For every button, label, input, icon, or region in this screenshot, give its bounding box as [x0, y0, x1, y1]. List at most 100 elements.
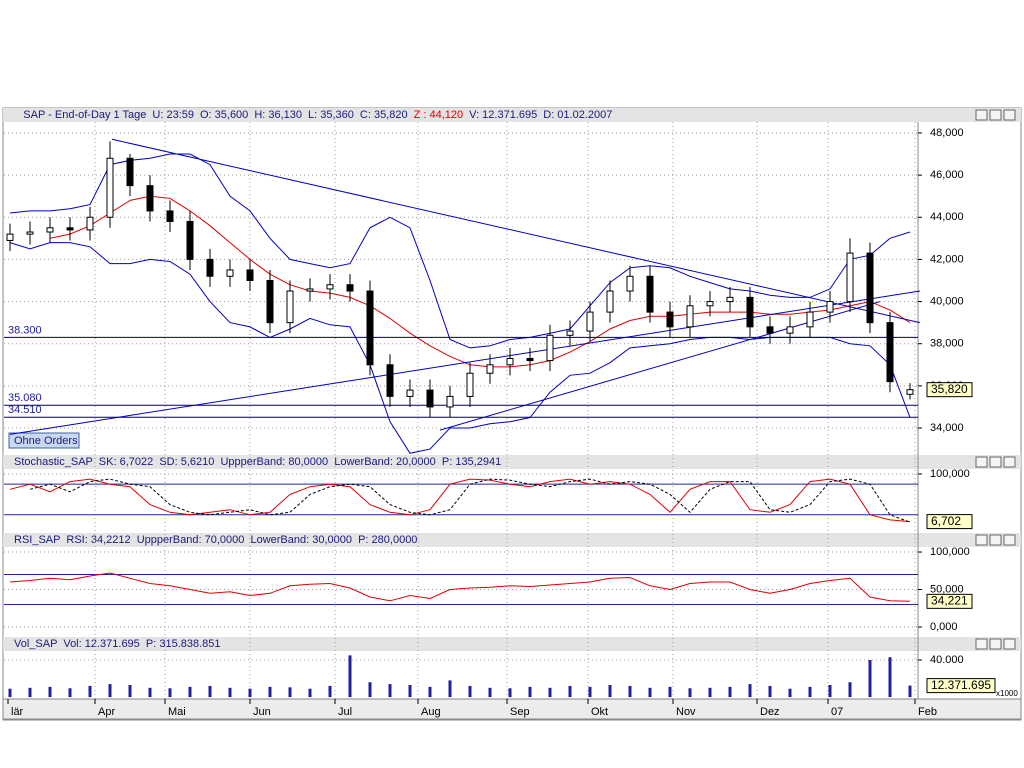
- candle-body: [246, 269, 254, 281]
- candle-body: [426, 389, 434, 408]
- volume-bar: [708, 687, 712, 698]
- header-title: SAP - End-of-Day 1 Tage U: 23:59 O: 35,600…: [8, 109, 622, 121]
- volume-bar: [8, 688, 12, 698]
- candle-body: [626, 275, 634, 292]
- window-button[interactable]: [989, 638, 1002, 650]
- candle-body: [666, 311, 674, 328]
- y-tick-label: 48,000: [930, 127, 964, 139]
- window-button[interactable]: [989, 109, 1002, 121]
- date-label: Nov: [676, 706, 696, 718]
- window-button[interactable]: [1003, 638, 1016, 650]
- candle-body: [66, 227, 74, 231]
- field: V: 12.371.695: [469, 109, 537, 121]
- volume-bar: [728, 686, 732, 698]
- candle-body: [846, 252, 854, 303]
- y-tick-label: 38,000: [930, 338, 964, 350]
- horizontal-line-label: 35.080: [8, 392, 42, 404]
- volume-bar: [88, 685, 92, 698]
- rsi-header: RSI_SAP RSI: 34,2212 UppperBand: 70,0000…: [14, 534, 417, 546]
- volume-bar: [608, 685, 612, 698]
- window-button[interactable]: [989, 534, 1002, 546]
- button-frame[interactable]: [8, 432, 80, 449]
- button-label[interactable]: Ohne Orders: [14, 435, 78, 447]
- last-value-label: 35,820: [931, 382, 968, 396]
- field: D: 01.02.2007: [543, 109, 612, 121]
- orders-button[interactable]: Ohne Orders: [8, 432, 80, 449]
- volume-bar: [588, 686, 592, 698]
- candle-body: [166, 210, 174, 222]
- volume-bar: [348, 655, 352, 698]
- window-button[interactable]: [1003, 534, 1016, 546]
- candle-body: [806, 311, 814, 328]
- series-line: [9, 153, 911, 349]
- volume-bar: [228, 687, 232, 698]
- candle-body: [526, 357, 534, 362]
- y-tick-label: 40,000: [930, 295, 964, 307]
- candle-body: [406, 389, 414, 397]
- header-bar: [3, 108, 1021, 122]
- volume-bar: [508, 688, 512, 698]
- header-bar: [3, 637, 1021, 651]
- y-tick-label: 44,000: [930, 211, 964, 223]
- window-button[interactable]: [975, 456, 988, 468]
- candle-body: [766, 326, 774, 334]
- horizontal-line-label: 34.510: [8, 404, 42, 416]
- volume-bar: [448, 680, 452, 698]
- volume-bar: [688, 688, 692, 698]
- title: SAP - End-of-Day 1 Tage: [23, 109, 146, 121]
- volume-bar: [368, 682, 372, 698]
- candle-body: [446, 395, 454, 408]
- candle-body: [106, 157, 114, 218]
- volume-bar: [808, 686, 812, 698]
- last-value-label: 34,221: [931, 594, 968, 608]
- candle-body: [326, 284, 334, 290]
- candle-body: [146, 185, 154, 212]
- candle-body: [786, 326, 794, 334]
- last-value-box: [926, 593, 973, 609]
- last-value-box: [926, 678, 996, 694]
- candle-body: [286, 290, 294, 324]
- candle-body: [866, 252, 874, 324]
- last-value-label: 6,702: [931, 514, 961, 528]
- candle-body: [586, 311, 594, 332]
- volume-bar: [208, 685, 212, 698]
- field: C: 35,820: [360, 109, 408, 121]
- y-tick-label: 50,000: [930, 583, 964, 595]
- window-button[interactable]: [1003, 109, 1016, 121]
- candle-body: [486, 364, 494, 374]
- candle-body: [126, 157, 134, 187]
- candle-body: [606, 290, 614, 313]
- volume-bar: [248, 688, 252, 698]
- series-line: [9, 242, 911, 454]
- candle-body: [366, 290, 374, 366]
- candle-body: [686, 305, 694, 328]
- volume-bar: [488, 687, 492, 698]
- volume-unit: x1000: [996, 689, 1018, 698]
- volume-bar: [28, 687, 32, 698]
- window-button[interactable]: [1003, 456, 1016, 468]
- volume-bar: [848, 682, 852, 698]
- trendline: [111, 138, 921, 324]
- volume-bar: [768, 685, 772, 698]
- window-button[interactable]: [975, 109, 988, 121]
- window-button[interactable]: [989, 456, 1002, 468]
- volume-bar: [868, 659, 872, 698]
- volume-bar: [548, 687, 552, 698]
- window-button[interactable]: [975, 534, 988, 546]
- window-button[interactable]: [975, 638, 988, 650]
- date-label: Okt: [591, 706, 608, 718]
- candle-body: [26, 231, 34, 235]
- volume-bar: [668, 686, 672, 698]
- field: H: 36,130: [254, 109, 302, 121]
- volume-bar: [748, 684, 752, 698]
- volume-bar: [788, 688, 792, 698]
- volume-bar: [568, 685, 572, 698]
- y-tick-label: 42,000: [930, 253, 964, 265]
- date-label: Mai: [168, 706, 186, 718]
- last-value-box: [926, 514, 973, 530]
- candle-body: [706, 301, 714, 307]
- candle-body: [546, 334, 554, 362]
- candle-body: [346, 284, 354, 292]
- volume-bar: [308, 688, 312, 698]
- y-tick-label: 0,000: [930, 621, 958, 633]
